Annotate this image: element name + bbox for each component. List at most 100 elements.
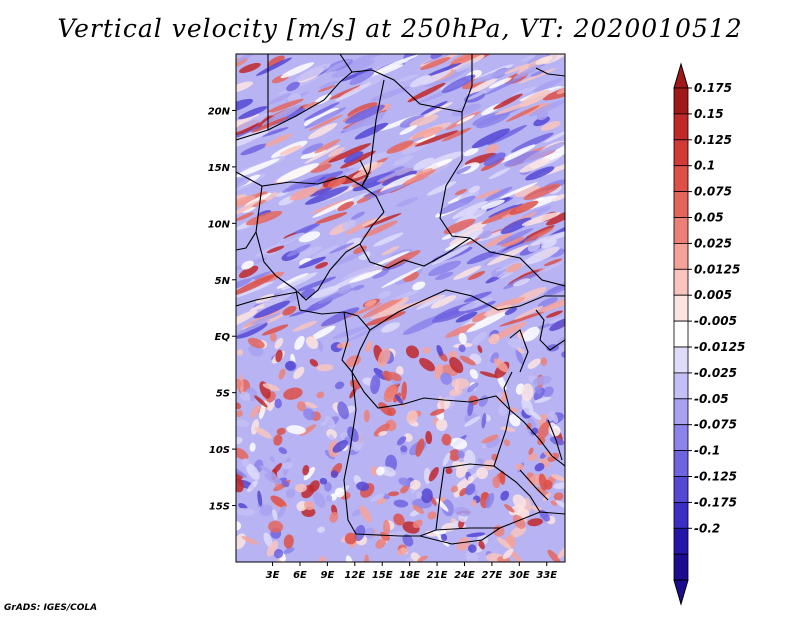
field-patch xyxy=(538,297,558,308)
field-patch xyxy=(422,69,452,85)
field-patch xyxy=(526,422,532,430)
field-patch xyxy=(308,122,338,140)
field-patch xyxy=(467,401,474,417)
field-patch xyxy=(533,116,550,127)
field-patch xyxy=(466,300,496,314)
field-patch xyxy=(361,215,387,227)
field-patch xyxy=(259,504,273,517)
field-patch xyxy=(277,232,305,245)
field-patch xyxy=(395,366,404,376)
field-patch xyxy=(528,409,542,421)
field-patch xyxy=(400,485,410,494)
field-patch xyxy=(481,412,487,429)
lat-tick-label: EQ xyxy=(215,332,231,343)
field-patch xyxy=(270,495,287,508)
field-patch xyxy=(450,485,459,493)
field-patch xyxy=(278,447,288,455)
field-patch xyxy=(356,481,370,491)
field-patch xyxy=(239,62,261,74)
field-patch xyxy=(455,477,472,493)
field-patch xyxy=(344,111,386,132)
field-patch xyxy=(506,262,523,273)
field-patch xyxy=(328,147,345,158)
field-patch xyxy=(381,245,400,256)
field-patch xyxy=(529,230,565,246)
field-patch xyxy=(269,456,276,463)
field-patch xyxy=(261,104,302,127)
field-patch xyxy=(516,347,525,354)
field-patch xyxy=(479,371,498,378)
field-patch xyxy=(483,152,506,166)
field-patch xyxy=(363,409,370,423)
field-patch xyxy=(441,433,452,446)
field-patch xyxy=(286,244,311,257)
field-patch xyxy=(289,187,318,201)
field-patch xyxy=(262,127,289,137)
field-patch xyxy=(476,112,510,129)
field-patch xyxy=(324,59,350,74)
colorbar-segment xyxy=(673,476,689,503)
field-patch xyxy=(527,54,553,65)
field-patch xyxy=(414,168,433,176)
field-patch xyxy=(288,307,315,317)
field-patch xyxy=(370,374,381,395)
field-patch xyxy=(354,122,389,140)
field-patch xyxy=(236,212,254,221)
field-patch xyxy=(503,439,510,447)
field-patch xyxy=(414,130,459,147)
field-patch xyxy=(521,212,561,226)
colorbar-label: 0.025 xyxy=(694,236,732,250)
field-patch xyxy=(309,358,319,367)
field-patch xyxy=(400,445,408,453)
field-patch xyxy=(483,459,496,471)
field-patch xyxy=(535,486,551,497)
colorbar-top-arrow xyxy=(673,62,689,89)
field-patch xyxy=(412,504,424,514)
field-patch xyxy=(246,480,259,493)
field-patch xyxy=(250,312,282,325)
field-patch xyxy=(534,396,551,403)
field-patch xyxy=(398,477,412,487)
field-patch xyxy=(451,54,483,64)
field-patch xyxy=(355,171,395,186)
field-patch xyxy=(466,532,486,538)
field-patch xyxy=(286,425,306,435)
field-patch xyxy=(328,434,334,441)
field-patch xyxy=(500,236,525,247)
field-patch xyxy=(415,438,425,457)
field-patch xyxy=(514,305,544,320)
field-patch xyxy=(515,349,524,365)
field-patch xyxy=(435,271,454,281)
field-patch xyxy=(542,386,554,397)
field-patch xyxy=(392,155,414,167)
field-patch xyxy=(396,436,407,446)
lat-tick-label: 10N xyxy=(208,219,231,230)
field-patch xyxy=(471,499,477,507)
colorbar-segment xyxy=(673,553,689,581)
field-patch xyxy=(420,488,433,504)
field-patch xyxy=(453,265,482,280)
field-patch xyxy=(361,296,405,319)
field-patch xyxy=(534,386,542,395)
field-patch xyxy=(488,333,500,345)
field-patch xyxy=(471,128,510,149)
field-patch xyxy=(241,458,250,467)
field-patch xyxy=(543,281,565,297)
field-patch xyxy=(540,121,561,131)
field-patch xyxy=(458,344,466,353)
field-patch xyxy=(536,111,549,121)
field-patch xyxy=(316,364,334,372)
field-patch xyxy=(528,99,565,117)
field-patch xyxy=(236,126,262,138)
field-patch xyxy=(550,411,559,423)
field-patch xyxy=(303,108,340,126)
field-patch xyxy=(521,383,534,402)
field-patch xyxy=(545,310,563,318)
field-patch xyxy=(259,465,277,477)
colorbar-segment xyxy=(673,139,689,167)
field-patch xyxy=(435,418,448,432)
field-patch xyxy=(303,408,316,421)
field-patch xyxy=(499,144,536,163)
colorbar-bottom-arrow xyxy=(673,579,689,606)
colorbar-label: -0.005 xyxy=(694,314,737,328)
